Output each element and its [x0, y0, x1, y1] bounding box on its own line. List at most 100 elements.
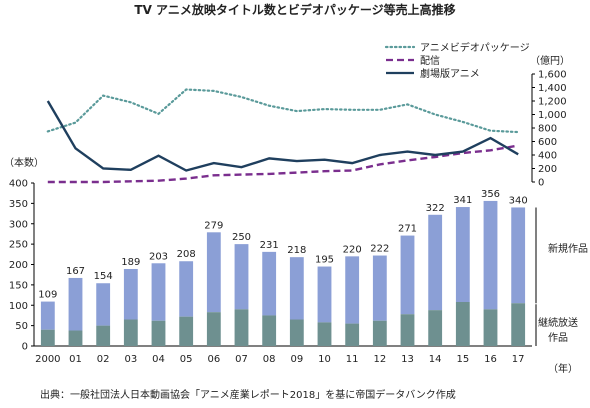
x-axis-tick-label: 17	[512, 354, 525, 365]
line-series-1	[47, 144, 519, 184]
x-axis-tick-label: 13	[401, 354, 414, 365]
right-axis-tick-label: 200	[538, 164, 557, 175]
legend-label-0: アニメビデオパッケージ	[420, 41, 530, 54]
bar-new	[483, 200, 498, 310]
x-axis-unit: （年）	[548, 362, 578, 375]
left-axis-tick-label: 250	[9, 240, 28, 251]
bar-new	[206, 232, 221, 313]
bar-new	[289, 257, 304, 320]
bar-continuing	[511, 303, 526, 346]
bar-continuing	[96, 325, 111, 346]
bar-total-label: 208	[177, 249, 196, 260]
source-note: 出典：一般社団法人日本動画協会「アニメ産業レポート2018」を基に帝国データバン…	[40, 388, 456, 401]
bar-continuing	[483, 309, 498, 346]
bar-new	[179, 261, 194, 317]
bar-total-label: 340	[509, 195, 528, 206]
right-axis-unit: （億円）	[530, 54, 570, 67]
bar-legend-continuing-line2: 作品	[548, 332, 568, 344]
bar-continuing	[289, 319, 304, 346]
right-axis-tick-label: 600	[538, 137, 557, 148]
bar-new	[234, 244, 249, 310]
bar-total-label: 189	[121, 257, 140, 268]
bar-total-label: 167	[66, 266, 85, 277]
bar-total-label: 222	[370, 244, 389, 255]
right-axis-tick-label: 1,600	[538, 70, 567, 81]
bar-new	[317, 266, 332, 323]
left-axis-tick-label: 50	[15, 321, 28, 332]
bar-total-label: 279	[204, 220, 223, 231]
x-axis-tick-label: 09	[290, 354, 303, 365]
bar-total-label: 356	[481, 189, 500, 200]
chart-title: TV アニメ放映タイトル数とビデオパッケージ等売上高推移	[134, 2, 455, 17]
x-axis-tick-label: 02	[97, 354, 110, 365]
bar-continuing	[206, 312, 221, 346]
bar-continuing	[68, 330, 83, 346]
left-axis-tick-label: 100	[9, 301, 28, 312]
bar-continuing	[345, 323, 360, 346]
legend-label-2: 劇場版アニメ	[420, 67, 480, 80]
legend-label-1: 配信	[420, 55, 440, 67]
x-axis-tick-label: 12	[373, 354, 386, 365]
bar-new	[262, 251, 277, 316]
bar-new	[455, 207, 470, 302]
bar-new	[68, 277, 83, 331]
bar-continuing	[400, 314, 415, 346]
bar-new	[40, 301, 55, 330]
bar-continuing	[123, 319, 138, 346]
right-axis-tick-label: 800	[538, 124, 557, 135]
x-axis-tick-label: 14	[429, 354, 442, 365]
bar-continuing	[40, 329, 55, 346]
bar-continuing	[428, 310, 443, 346]
left-axis-tick-label: 300	[9, 219, 28, 230]
bar-legend-new: 新規作品	[548, 242, 588, 255]
bar-total-label: 109	[38, 290, 57, 301]
left-axis-tick-label: 150	[9, 280, 28, 291]
bar-total-label: 322	[426, 203, 445, 214]
bar-total-label: 341	[453, 195, 472, 206]
bar-total-label: 220	[343, 244, 362, 255]
bar-new	[511, 207, 526, 304]
x-axis-tick-label: 11	[346, 354, 359, 365]
right-axis-tick-label: 1,200	[538, 97, 567, 108]
bar-new	[400, 235, 415, 315]
bar-total-label: 154	[94, 271, 113, 282]
bar-new	[428, 214, 443, 311]
x-axis-tick-label: 08	[263, 354, 276, 365]
bar-continuing	[455, 301, 470, 346]
bar-total-label: 271	[398, 224, 417, 235]
bar-new	[96, 283, 111, 326]
bar-new	[372, 255, 387, 321]
left-axis-unit: （本数）	[4, 156, 44, 169]
x-axis-tick-label: 07	[235, 354, 248, 365]
right-axis-tick-label: 400	[538, 151, 557, 162]
bar-continuing	[151, 320, 166, 346]
bar-continuing	[234, 309, 249, 346]
bar-new	[345, 256, 360, 324]
x-axis-tick-label: 05	[180, 354, 193, 365]
bar-continuing	[317, 322, 332, 346]
x-axis-tick-label: 2000	[35, 354, 60, 365]
line-series-2	[46, 100, 519, 172]
right-axis-tick-label: 1,000	[538, 110, 567, 121]
bar-total-label: 218	[287, 245, 306, 256]
right-axis-tick-label: 0	[538, 178, 544, 189]
x-axis-tick-label: 01	[69, 354, 82, 365]
bar-total-label: 203	[149, 251, 168, 262]
left-axis-tick-label: 200	[9, 260, 28, 271]
x-axis-tick-label: 15	[456, 354, 469, 365]
x-axis-tick-label: 10	[318, 354, 331, 365]
bar-total-label: 250	[232, 232, 251, 243]
left-axis-tick-label: 0	[22, 342, 28, 353]
left-axis-tick-label: 400	[9, 179, 28, 190]
x-axis-tick-label: 06	[207, 354, 220, 365]
right-axis-tick-label: 1,400	[538, 83, 567, 94]
bar-continuing	[372, 320, 387, 346]
bar-total-label: 195	[315, 255, 334, 266]
line-series-0	[46, 88, 520, 134]
bar-legend-continuing-line1: 継続放送	[538, 316, 578, 329]
bar-new	[123, 268, 138, 320]
bar-new	[151, 263, 166, 321]
